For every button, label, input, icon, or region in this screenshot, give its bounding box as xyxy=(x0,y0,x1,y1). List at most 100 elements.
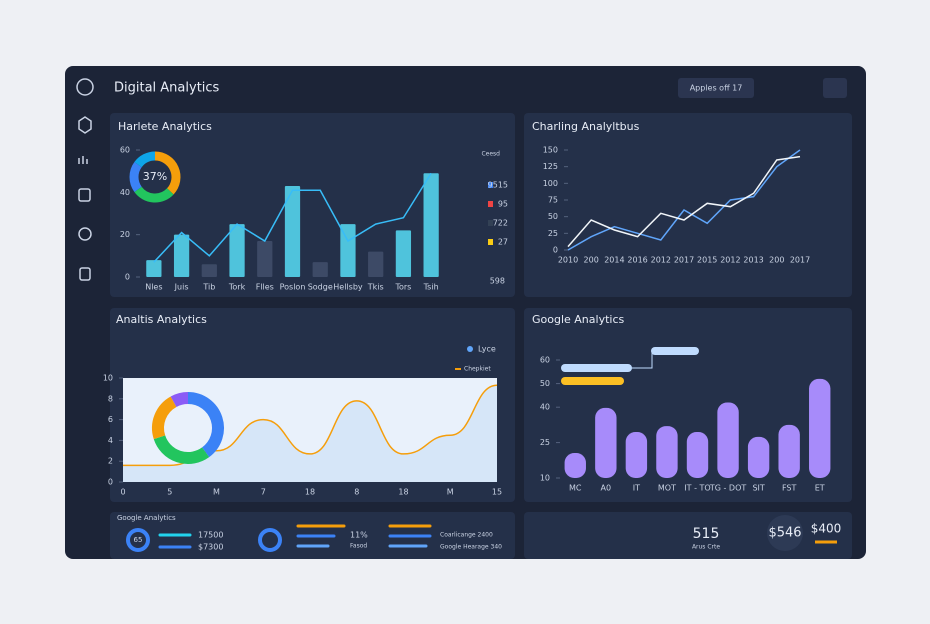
stat: 11% xyxy=(350,531,368,540)
x-tick-label: M xyxy=(447,488,454,497)
area xyxy=(123,385,497,482)
x-tick-label: FST xyxy=(782,484,797,493)
donut-segment xyxy=(153,435,210,464)
x-tick-label: 2017 xyxy=(790,256,810,265)
bar xyxy=(340,224,356,277)
x-tick-label: Sodge xyxy=(308,283,333,292)
x-tick-label: SIT xyxy=(752,484,764,493)
y-tick-label: 60 xyxy=(540,356,550,365)
x-tick-label: Tsih xyxy=(423,283,439,292)
y-tick-label: 100 xyxy=(543,179,558,188)
panel-title: Google Analytics xyxy=(532,313,625,326)
badge-label: $546 xyxy=(768,526,801,541)
y-tick-label: 4 xyxy=(108,436,113,445)
side-swatch xyxy=(488,239,493,245)
header-title: Digital Analytics xyxy=(114,81,220,96)
x-tick-label: 18 xyxy=(398,488,408,497)
x-tick-label: Nles xyxy=(145,283,162,292)
settings-button[interactable] xyxy=(823,78,847,98)
y-tick-label: 10 xyxy=(540,474,550,483)
connector xyxy=(628,351,653,369)
x-tick-label: Poslon xyxy=(280,283,306,292)
y-tick-label: 150 xyxy=(543,146,558,155)
bar xyxy=(423,173,439,277)
footer-title: Google Analytics xyxy=(117,514,176,522)
bar xyxy=(747,436,770,478)
note: Google Hearage 340 xyxy=(440,544,502,551)
side-swatch xyxy=(488,201,493,207)
sidebar xyxy=(76,78,94,281)
note: Coarlicange 2400 xyxy=(440,532,493,539)
x-tick-label: 2017 xyxy=(674,256,694,265)
x-tick-label: Tib xyxy=(202,283,215,292)
footer-value: 515 xyxy=(693,526,720,542)
bar xyxy=(312,262,328,277)
mini-donut xyxy=(258,528,282,552)
x-tick-label: 2014 xyxy=(604,256,624,265)
donut-segment xyxy=(129,162,142,192)
x-tick-label: IT xyxy=(633,484,640,493)
x-tick-label: MC xyxy=(569,484,582,493)
bar xyxy=(717,402,739,478)
y-tick-label: 10 xyxy=(103,374,113,383)
y-tick-label: 40 xyxy=(120,188,130,197)
y-tick-label: 0 xyxy=(553,246,558,255)
donut-segment xyxy=(134,186,174,203)
stat: $7300 xyxy=(198,543,223,552)
side-swatch xyxy=(488,182,493,188)
header-button-label[interactable]: Apples off 17 xyxy=(690,84,743,93)
x-tick-label: Tors xyxy=(394,283,411,292)
legend-label: Chepkiet xyxy=(464,366,491,373)
x-tick-label: 200 xyxy=(769,256,784,265)
x-tick-label: 5 xyxy=(167,488,172,497)
bar xyxy=(686,431,709,478)
x-tick-label: 18 xyxy=(305,488,315,497)
line xyxy=(567,149,801,251)
bar xyxy=(809,378,831,478)
bar xyxy=(229,224,245,277)
bar xyxy=(625,431,648,478)
header-button[interactable] xyxy=(678,78,754,98)
x-tick-label: M xyxy=(213,488,220,497)
x-tick-label: MOT xyxy=(658,484,676,493)
y-tick-label: 0 xyxy=(108,478,113,487)
y-tick-label: 125 xyxy=(543,162,558,171)
y-tick-label: 20 xyxy=(120,230,130,239)
y-tick-label: 2 xyxy=(108,457,113,466)
donut-segment xyxy=(187,392,224,458)
x-tick-label: Tork xyxy=(228,283,246,292)
bar xyxy=(284,185,301,277)
side-label: 27 xyxy=(498,238,508,247)
panel-title: Analtis Analytics xyxy=(116,313,207,326)
badge xyxy=(767,515,803,551)
donut-segment xyxy=(134,151,156,168)
mini-donut xyxy=(126,528,150,552)
y-tick-label: 40 xyxy=(540,403,550,412)
line xyxy=(567,155,801,248)
bar xyxy=(595,407,617,478)
legend-badge: Lyce xyxy=(478,345,496,354)
bar xyxy=(201,264,217,277)
x-tick-label: Tkis xyxy=(367,283,384,292)
y-tick-label: 6 xyxy=(108,415,113,424)
side-label: 9515 xyxy=(488,181,508,190)
footer-amount: $400 xyxy=(811,522,842,536)
stat: 17500 xyxy=(198,531,223,540)
x-tick-label: 2016 xyxy=(627,256,647,265)
y-tick-label: 50 xyxy=(540,379,550,388)
y-tick-label: 25 xyxy=(540,438,550,447)
bar xyxy=(257,241,273,277)
side-label: 722 xyxy=(493,219,508,228)
bar xyxy=(173,234,190,277)
stat-caption: Fasod xyxy=(350,543,367,550)
y-tick-label: 25 xyxy=(548,229,558,238)
footer-caption: Arus Crte xyxy=(692,544,720,551)
donut-label: 37% xyxy=(143,170,167,183)
bar xyxy=(146,260,162,277)
x-tick-label: 2012 xyxy=(651,256,671,265)
bar xyxy=(564,452,586,478)
x-tick-label: 2010 xyxy=(558,256,578,265)
legend-dot xyxy=(467,346,473,352)
